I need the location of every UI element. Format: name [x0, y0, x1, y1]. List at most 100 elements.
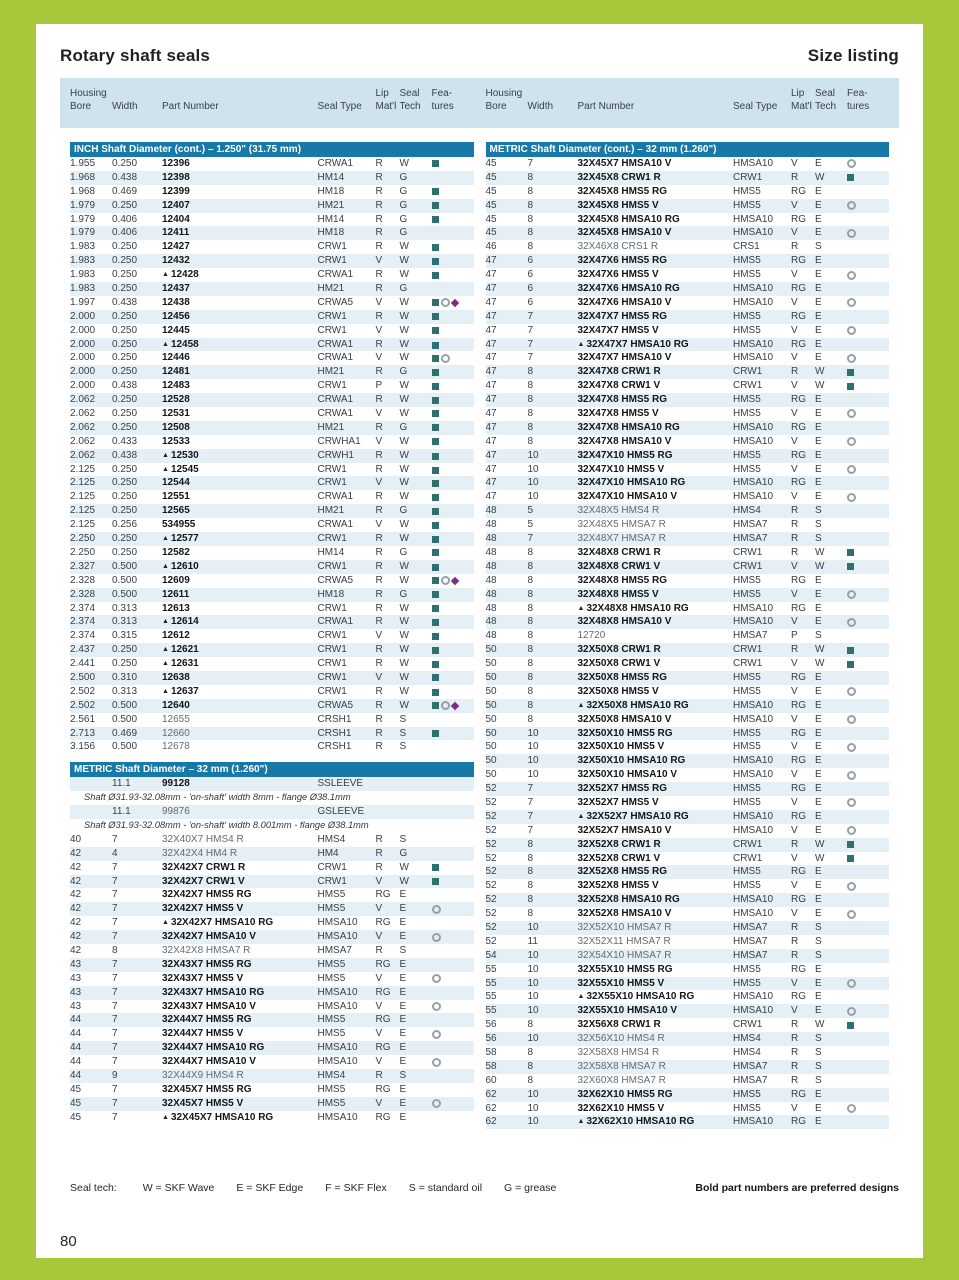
feature-square-icon	[431, 396, 439, 404]
bore-cell: 47	[485, 477, 497, 489]
width-cell: 8	[527, 227, 534, 239]
seal-tech-cell: E	[815, 394, 822, 406]
features-cell	[847, 463, 889, 477]
width-cell: 10	[527, 491, 539, 503]
bore-cell: 3.156	[70, 741, 96, 753]
part-number-cell: 12640	[162, 699, 190, 711]
table-row: 46 8 32X46X8 CRS1 R CRS1 R S	[486, 240, 890, 254]
part-number-cell: 32X45X7 HMSA10 V	[577, 158, 672, 169]
part-number-cell: 32X47X8 HMS5 V	[577, 408, 659, 420]
seal-tech-cell: W	[399, 463, 409, 475]
part-number-cell: ▲ 12530	[162, 449, 199, 461]
table-row: 52 8 32X52X8 HMSA10 RG HMSA10 RG E	[485, 893, 889, 908]
table-row: 2.374 0.313 12613 CRW1 R W	[70, 602, 474, 616]
lip-material-cell: V	[375, 296, 383, 308]
seal-type-cell: HMS5	[317, 1083, 346, 1095]
feature-ring-icon	[847, 798, 856, 808]
width-cell: 6	[527, 296, 534, 308]
bore-cell: 2.062	[70, 449, 96, 461]
seal-type-cell: HMSA7	[733, 921, 768, 933]
seal-type-cell: HMSA7	[733, 1060, 768, 1072]
feature-square-icon	[431, 563, 439, 571]
part-number-cell: 32X40X7 HMS4 R	[162, 833, 244, 845]
bore-cell: 47	[485, 449, 497, 461]
bore-cell: 45	[485, 158, 497, 169]
legend-label: Seal tech:	[70, 1182, 117, 1194]
features-cell	[847, 185, 889, 199]
part-number-cell: 32X42X7 HMS5 RG	[162, 889, 252, 901]
seal-type-cell: HMS4	[733, 1047, 761, 1058]
lip-material-cell: R	[791, 921, 799, 933]
column-header: Seal Type	[317, 101, 362, 112]
seal-tech-cell: E	[399, 958, 407, 970]
features-cell	[431, 1000, 474, 1014]
seal-tech-cell: E	[815, 880, 822, 892]
feature-ring-icon	[431, 932, 441, 942]
seal-tech-cell: S	[815, 630, 822, 642]
lip-material-cell: R	[791, 1074, 799, 1086]
seal-tech-cell: W	[815, 644, 825, 656]
lip-material-cell: V	[375, 435, 383, 447]
seal-tech-cell: S	[399, 741, 407, 753]
part-number-cell: 32X48X8 HMS5 RG	[577, 574, 668, 586]
bore-cell: 50	[485, 644, 497, 656]
lip-material-cell: V	[791, 1005, 798, 1017]
lip-material-cell: RG	[791, 574, 806, 586]
bore-cell: 47	[485, 380, 497, 392]
legend-item: G = grease	[504, 1182, 557, 1194]
seal-type-cell: CRWA1	[317, 158, 354, 169]
seal-tech-cell: E	[815, 616, 822, 628]
table-row: 42 7 32X42X7 HMSA10 V HMSA10 V E	[70, 930, 474, 944]
features-cell	[847, 713, 889, 727]
legend-item: S = standard oil	[408, 1182, 483, 1194]
features-cell	[847, 1046, 889, 1060]
part-number-cell: ▲ 32X48X8 HMSA10 RG	[577, 602, 689, 614]
feature-ring-icon	[440, 353, 450, 363]
seal-type-cell: HMS5	[733, 1088, 761, 1100]
seal-type-cell: HMS4	[733, 1033, 761, 1045]
bore-cell: 2.502	[70, 685, 96, 697]
section-header: METRIC Shaft Diameter – 32 mm (1.260")	[70, 762, 474, 778]
seal-tech-cell: S	[399, 1070, 407, 1081]
width-cell: 8	[527, 574, 534, 586]
features-cell	[431, 393, 474, 407]
lip-material-cell: R	[375, 658, 383, 670]
feature-square-icon	[431, 313, 439, 321]
table-row: 2.062 0.250 12531 CRWA1 V W	[70, 407, 474, 421]
width-cell: 8	[527, 171, 534, 183]
lip-material-cell: R	[375, 727, 383, 739]
bore-cell: 1.968	[70, 171, 96, 183]
bore-cell: 44	[70, 1070, 82, 1081]
feature-square-icon	[431, 877, 439, 885]
bore-cell: 52	[485, 880, 497, 892]
seal-tech-cell: W	[399, 699, 409, 711]
seal-tech-cell: G	[399, 588, 408, 600]
bore-cell: 1.983	[70, 269, 96, 281]
part-number-cell: 12565	[162, 505, 190, 517]
table-row: 2.250 0.250 12582 HM14 R G	[70, 546, 474, 560]
catalog-sheet: Rotary shaft seals Size listing Housing B…	[36, 24, 923, 1258]
width-cell: 0.500	[112, 560, 138, 572]
feature-square-icon	[431, 493, 439, 501]
features-cell	[847, 629, 889, 643]
features-cell	[847, 1115, 889, 1130]
lip-material-cell: V	[791, 352, 798, 364]
lip-material-cell: R	[791, 171, 799, 183]
bore-cell: 2.125	[70, 463, 96, 475]
width-cell: 8	[527, 1074, 534, 1086]
lip-material-cell: R	[375, 199, 383, 211]
width-cell: 8	[527, 213, 534, 225]
features-cell	[847, 560, 889, 574]
lip-material-cell: R	[375, 1070, 383, 1081]
feature-square-icon	[847, 549, 854, 557]
part-number-cell: 32X62X10 HMS5 V	[577, 1102, 665, 1114]
seal-tech-cell: W	[399, 560, 409, 572]
features-cell	[847, 727, 889, 741]
seal-type-cell: HM18	[317, 185, 345, 197]
feature-square-icon	[847, 368, 854, 376]
part-number-cell: 32X44X9 HMS4 R	[162, 1070, 244, 1081]
features-cell	[432, 805, 474, 819]
seal-tech-cell: E	[815, 1005, 822, 1017]
bore-cell: 2.125	[70, 477, 96, 489]
feature-square-icon	[847, 563, 854, 571]
